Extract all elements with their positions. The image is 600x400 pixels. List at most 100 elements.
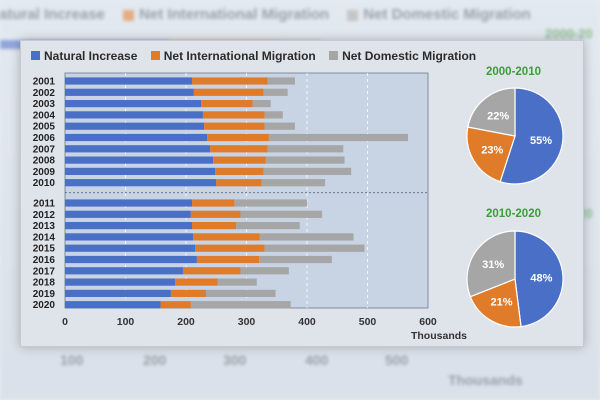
pie-title-2000-2010: 2000-2010 <box>486 66 541 78</box>
bar-2008-net-international-migration <box>213 156 266 164</box>
y-tick-label-2004: 2004 <box>33 110 56 121</box>
backdrop-axis-title: Thousands <box>448 372 523 388</box>
pie-slice-2000-2010-net-domestic-migration <box>467 87 516 137</box>
bar-2012-natural-increase <box>65 210 191 218</box>
bar-2005-net-domestic-migration <box>264 122 295 130</box>
bar-2013-net-domestic-migration <box>236 222 300 230</box>
pie-slice-2010-2020-net-domestic-migration <box>466 230 516 298</box>
x-tick-label-400: 400 <box>298 316 316 328</box>
bar-2017-net-domestic-migration <box>240 267 289 275</box>
backdrop-legend-item-1: atural Increase <box>0 6 105 23</box>
legend-swatch-net-domestic-migration <box>329 51 339 60</box>
bar-2016-net-domestic-migration <box>259 255 332 264</box>
x-tick-label-0: 0 <box>62 316 68 328</box>
bar-2009-net-international-migration <box>215 167 264 175</box>
bar-2006-net-international-migration <box>207 133 269 142</box>
bar-2010-natural-increase <box>65 179 217 187</box>
bar-2010-net-domestic-migration <box>261 179 326 187</box>
legend-swatch-natural-increase <box>31 51 40 60</box>
backdrop-tick-5: 500 <box>385 352 409 368</box>
legend-label-net-international-migration: Net International Migration <box>163 49 316 63</box>
legend-swatch-net-international-migration <box>150 51 160 60</box>
x-tick-label-300: 300 <box>238 316 256 328</box>
bar-2016-net-international-migration <box>196 255 260 264</box>
bar-2012-net-international-migration <box>190 210 241 218</box>
legend-label-natural-increase: Natural Increase <box>44 49 138 63</box>
bar-2005-natural-increase <box>65 122 205 130</box>
bar-2014-net-domestic-migration <box>259 233 354 241</box>
bar-2015-net-international-migration <box>195 244 265 252</box>
pie-slice-2000-2010-net-international-migration <box>466 126 516 183</box>
pie-slice-2010-2020-net-international-migration <box>469 278 522 328</box>
x-tick-label-500: 500 <box>359 316 377 328</box>
y-tick-label-2015: 2015 <box>33 244 56 255</box>
bar-2015-natural-increase <box>65 244 196 252</box>
bar-2004-net-domestic-migration <box>264 111 283 119</box>
backdrop-legend: atural Increase Net International Migrat… <box>0 6 531 23</box>
pie-slice-2010-2020-natural-increase <box>514 230 564 328</box>
bar-2018-net-domestic-migration <box>217 278 257 286</box>
y-tick-label-2008: 2008 <box>33 156 56 167</box>
bar-chart: 0 100 200 300 400 500 600 Thousands 200120022003… <box>33 72 564 342</box>
bar-2013-net-international-migration <box>192 222 237 230</box>
backdrop-pie-title-top: 2000-20 <box>545 26 593 41</box>
y-tick-label-2003: 2003 <box>33 99 56 110</box>
bar-2010-net-international-migration <box>216 179 262 187</box>
y-tick-label-2019: 2019 <box>33 289 56 300</box>
bar-2002-net-domestic-migration <box>263 88 288 96</box>
x-tick-label-600: 600 <box>419 316 437 328</box>
bar-2008-net-domestic-migration <box>265 156 345 164</box>
x-tick-label-200: 200 <box>177 316 195 328</box>
y-tick-label-2005: 2005 <box>33 122 56 133</box>
pie-label-2000-2010-1: 55% <box>530 135 552 147</box>
backdrop-legend-item-2: Net International Migration <box>139 6 330 23</box>
bar-2019-net-domestic-migration <box>205 289 276 297</box>
bar-2019-natural-increase <box>65 289 171 297</box>
pie-label-2000-2010-2: 23% <box>481 144 503 156</box>
pie-label-2010-2020-3: 31% <box>482 259 504 271</box>
y-tick-label-2009: 2009 <box>33 167 56 178</box>
y-tick-label-2011: 2011 <box>33 199 55 210</box>
bar-2017-net-international-migration <box>182 267 241 275</box>
backdrop-tick-3: 300 <box>223 352 247 368</box>
x-tick-label-100: 100 <box>117 316 135 328</box>
chart-legend: Natural Increase Net International Migra… <box>31 49 486 63</box>
bar-2004-net-international-migration <box>202 111 265 119</box>
backdrop-tick-2: 200 <box>143 352 167 368</box>
y-tick-label-2001: 2001 <box>33 77 56 88</box>
bar-2007-net-international-migration <box>210 145 268 153</box>
bar-2006-net-domestic-migration <box>268 133 409 142</box>
bar-2012-net-domestic-migration <box>240 210 323 218</box>
pie-title-2010-2020: 2010-2020 <box>486 208 541 220</box>
bar-2020-natural-increase <box>65 301 161 309</box>
bar-2007-natural-increase <box>65 145 211 153</box>
x-axis-title: Thousands <box>411 330 467 342</box>
y-tick-label-2014: 2014 <box>33 232 56 243</box>
bar-2020-net-international-migration <box>160 301 191 309</box>
backdrop-tick-4: 400 <box>305 352 329 368</box>
y-tick-label-2006: 2006 <box>33 133 56 144</box>
y-tick-label-2018: 2018 <box>33 278 56 289</box>
backdrop-tick-1: 100 <box>60 352 84 368</box>
bar-2011-net-international-migration <box>192 199 235 207</box>
pie-slice-2000-2010-natural-increase <box>499 87 564 185</box>
legend-item-net-international-migration: Net International Migration <box>150 49 316 63</box>
y-tick-label-2016: 2016 <box>33 255 56 266</box>
bar-2002-net-international-migration <box>193 88 264 96</box>
bar-2005-net-international-migration <box>204 122 265 130</box>
bar-2001-net-international-migration <box>192 77 268 85</box>
bar-2016-natural-increase <box>65 255 197 264</box>
bar-2009-natural-increase <box>65 167 216 175</box>
bar-2007-net-domestic-migration <box>267 145 344 153</box>
bar-2001-net-domestic-migration <box>267 77 295 85</box>
y-tick-label-2012: 2012 <box>33 210 56 221</box>
bar-2004-natural-increase <box>65 111 203 119</box>
bar-2018-natural-increase <box>65 278 176 286</box>
pie-label-2000-2010-3: 22% <box>487 111 509 123</box>
bar-2011-natural-increase <box>65 199 193 207</box>
bar-2002-natural-increase <box>65 88 194 96</box>
chart-card: Natural Increase Net International Migra… <box>20 40 584 347</box>
bar-2008-natural-increase <box>65 156 214 164</box>
y-tick-label-2013: 2013 <box>33 221 56 232</box>
bar-2018-net-international-migration <box>175 278 218 286</box>
